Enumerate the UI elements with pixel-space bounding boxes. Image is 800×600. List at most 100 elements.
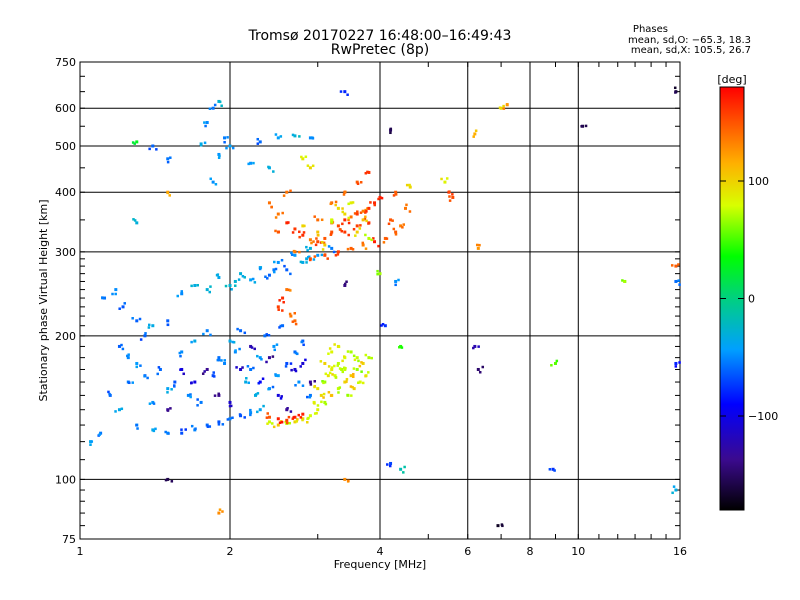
data-point bbox=[304, 358, 307, 362]
data-point bbox=[674, 365, 678, 368]
data-point bbox=[221, 510, 224, 513]
data-point bbox=[300, 340, 303, 344]
data-point bbox=[270, 205, 273, 209]
data-point bbox=[323, 361, 327, 365]
data-point bbox=[133, 142, 136, 145]
data-point bbox=[241, 274, 245, 278]
data-point bbox=[376, 272, 379, 276]
x-tick-label: 16 bbox=[673, 545, 687, 558]
data-point bbox=[304, 155, 308, 159]
data-point bbox=[234, 284, 237, 287]
data-point bbox=[323, 380, 327, 384]
data-point bbox=[166, 191, 170, 195]
data-point bbox=[274, 229, 277, 233]
data-point bbox=[315, 412, 318, 415]
data-point bbox=[308, 393, 312, 397]
data-point bbox=[98, 433, 101, 436]
data-point bbox=[378, 195, 382, 199]
data-point bbox=[272, 170, 275, 173]
data-point bbox=[296, 418, 299, 421]
data-point bbox=[120, 407, 124, 411]
data-point bbox=[361, 209, 365, 213]
data-point bbox=[301, 233, 305, 237]
data-point bbox=[336, 250, 340, 254]
data-point bbox=[472, 346, 475, 350]
data-point bbox=[316, 404, 320, 407]
data-point bbox=[357, 381, 360, 384]
data-point bbox=[355, 356, 359, 360]
data-point bbox=[299, 365, 302, 368]
data-point bbox=[249, 413, 252, 417]
data-point bbox=[231, 416, 234, 420]
data-point bbox=[208, 425, 212, 428]
data-point bbox=[217, 393, 221, 397]
data-point bbox=[213, 103, 217, 107]
data-point bbox=[308, 166, 312, 170]
data-point bbox=[133, 219, 137, 222]
data-point bbox=[278, 299, 281, 302]
data-point bbox=[249, 161, 253, 165]
data-point bbox=[121, 305, 125, 309]
data-point bbox=[672, 485, 676, 488]
data-point bbox=[678, 283, 681, 286]
data-point bbox=[263, 334, 267, 338]
data-point bbox=[258, 380, 262, 384]
data-point bbox=[199, 144, 203, 147]
data-point bbox=[367, 371, 370, 374]
data-point bbox=[364, 374, 367, 378]
data-point bbox=[473, 132, 477, 136]
data-point bbox=[190, 424, 194, 428]
data-point bbox=[343, 218, 347, 222]
data-point bbox=[400, 346, 404, 349]
x-tick-label: 10 bbox=[571, 545, 585, 558]
data-point bbox=[292, 249, 296, 253]
x-axis-label: Frequency [MHz] bbox=[334, 558, 426, 571]
colorbar-tick-label: −100 bbox=[748, 410, 778, 423]
data-point bbox=[351, 385, 354, 389]
data-point bbox=[180, 350, 184, 354]
data-point bbox=[352, 372, 355, 376]
data-point bbox=[405, 183, 409, 187]
data-point bbox=[383, 236, 387, 240]
data-point bbox=[290, 253, 294, 256]
data-point bbox=[387, 222, 391, 226]
data-point bbox=[307, 255, 311, 259]
data-point bbox=[373, 240, 377, 244]
data-point bbox=[359, 224, 362, 227]
data-point bbox=[346, 247, 350, 251]
data-point bbox=[321, 380, 324, 383]
x-tick-label: 2 bbox=[227, 545, 234, 558]
data-point bbox=[277, 308, 280, 311]
data-point bbox=[230, 288, 233, 291]
data-point bbox=[238, 413, 242, 416]
data-point bbox=[180, 290, 184, 293]
data-point bbox=[306, 417, 309, 420]
data-point bbox=[151, 144, 155, 148]
data-point bbox=[234, 349, 237, 352]
data-point bbox=[308, 414, 312, 418]
data-point bbox=[147, 323, 151, 327]
data-point bbox=[208, 107, 212, 110]
data-point bbox=[308, 246, 312, 250]
data-point bbox=[343, 283, 347, 287]
data-point bbox=[273, 270, 276, 274]
data-point bbox=[316, 253, 320, 257]
data-point bbox=[209, 177, 212, 181]
data-point bbox=[326, 374, 330, 378]
data-point bbox=[241, 366, 244, 369]
data-point bbox=[126, 356, 130, 360]
data-point bbox=[252, 366, 255, 370]
data-point bbox=[674, 279, 678, 283]
data-point bbox=[330, 218, 333, 222]
data-point bbox=[166, 319, 170, 323]
data-point bbox=[107, 390, 110, 394]
data-point bbox=[403, 465, 406, 469]
data-point bbox=[320, 253, 324, 257]
data-point bbox=[359, 181, 363, 184]
data-point bbox=[322, 241, 326, 245]
data-point bbox=[205, 121, 209, 125]
data-point bbox=[173, 380, 177, 384]
data-point bbox=[291, 231, 295, 234]
data-point bbox=[306, 395, 309, 399]
data-point bbox=[347, 218, 350, 222]
